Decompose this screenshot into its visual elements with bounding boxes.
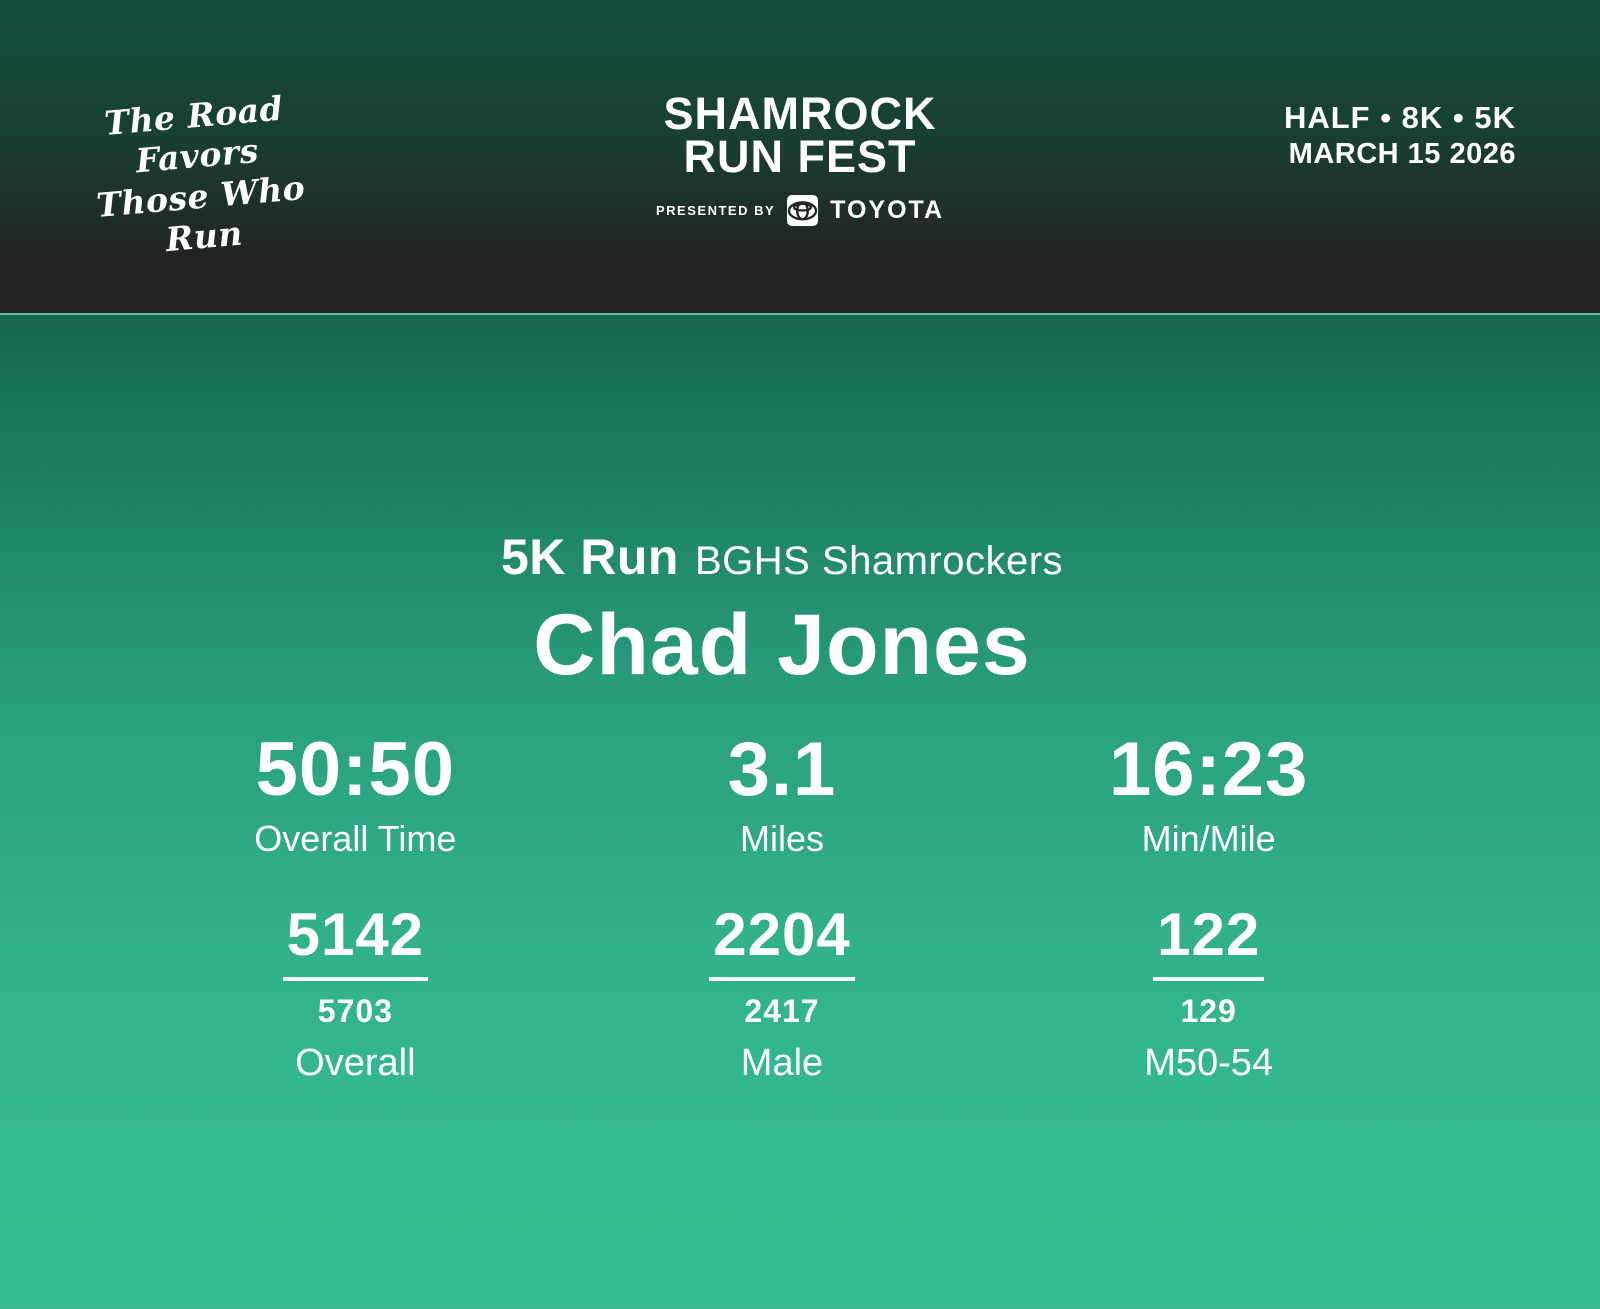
stat-pace: 16:23 Min/Mile xyxy=(995,732,1422,860)
rank-total: 129 xyxy=(1180,993,1237,1029)
stats-row: 50:50 Overall Time 3.1 Miles 16:23 Min/M… xyxy=(142,732,1422,860)
stat-value: 50:50 xyxy=(255,727,456,812)
results-body: 5K Run BGHS Shamrockers Chad Jones 50:50… xyxy=(0,313,1600,1309)
event-meta: HALF • 8K • 5K MARCH 15 2026 xyxy=(1284,100,1516,171)
event-logo-line-1: SHAMROCK xyxy=(663,88,937,139)
rank-place: 2204 xyxy=(709,905,855,981)
stat-label: Miles xyxy=(739,818,824,859)
rankings-row: 5142 5703 Overall 2204 2417 Male 122 129… xyxy=(142,905,1422,1085)
race-name: 5K Run xyxy=(500,529,679,585)
event-header: The Road Favors Those Who Run SHAMROCK R… xyxy=(0,0,1600,313)
stat-label: Overall Time xyxy=(254,818,457,859)
presented-by-label: PRESENTED BY xyxy=(656,203,776,219)
stat-label: Min/Mile xyxy=(1141,818,1276,859)
race-distances: HALF • 8K • 5K xyxy=(1283,100,1516,135)
event-logo-line-2: RUN FEST xyxy=(683,131,917,183)
stat-value: 16:23 xyxy=(1108,727,1309,812)
stat-value: 3.1 xyxy=(727,727,837,812)
sponsor-wordmark: TOYOTA xyxy=(830,196,944,225)
stat-overall-time: 50:50 Overall Time xyxy=(142,732,569,860)
race-line: 5K Run BGHS Shamrockers xyxy=(142,528,1422,586)
event-logo: SHAMROCK RUN FEST PRESENTED BY TOYOTA xyxy=(0,88,1600,227)
results-content: 5K Run BGHS Shamrockers Chad Jones 50:50… xyxy=(142,528,1422,1085)
presented-by-row: PRESENTED BY TOYOTA xyxy=(0,194,1600,227)
runner-name: Chad Jones xyxy=(533,597,1031,693)
rank-overall: 5142 5703 Overall xyxy=(142,905,569,1085)
event-date: MARCH 15 2026 xyxy=(1288,138,1516,170)
rank-gender: 2204 2417 Male xyxy=(569,905,996,1085)
rank-label: M50-54 xyxy=(1144,1042,1274,1084)
rank-total: 2417 xyxy=(744,993,820,1029)
rank-place: 122 xyxy=(1153,905,1265,981)
stat-miles: 3.1 Miles xyxy=(569,732,996,860)
rank-label: Male xyxy=(740,1042,824,1084)
rank-division: 122 129 M50-54 xyxy=(995,905,1422,1085)
rank-place: 5142 xyxy=(282,905,429,981)
toyota-logo-icon xyxy=(786,194,819,227)
team-name: BGHS Shamrockers xyxy=(694,539,1064,583)
rank-label: Overall xyxy=(295,1042,416,1084)
rank-total: 5703 xyxy=(317,993,393,1029)
